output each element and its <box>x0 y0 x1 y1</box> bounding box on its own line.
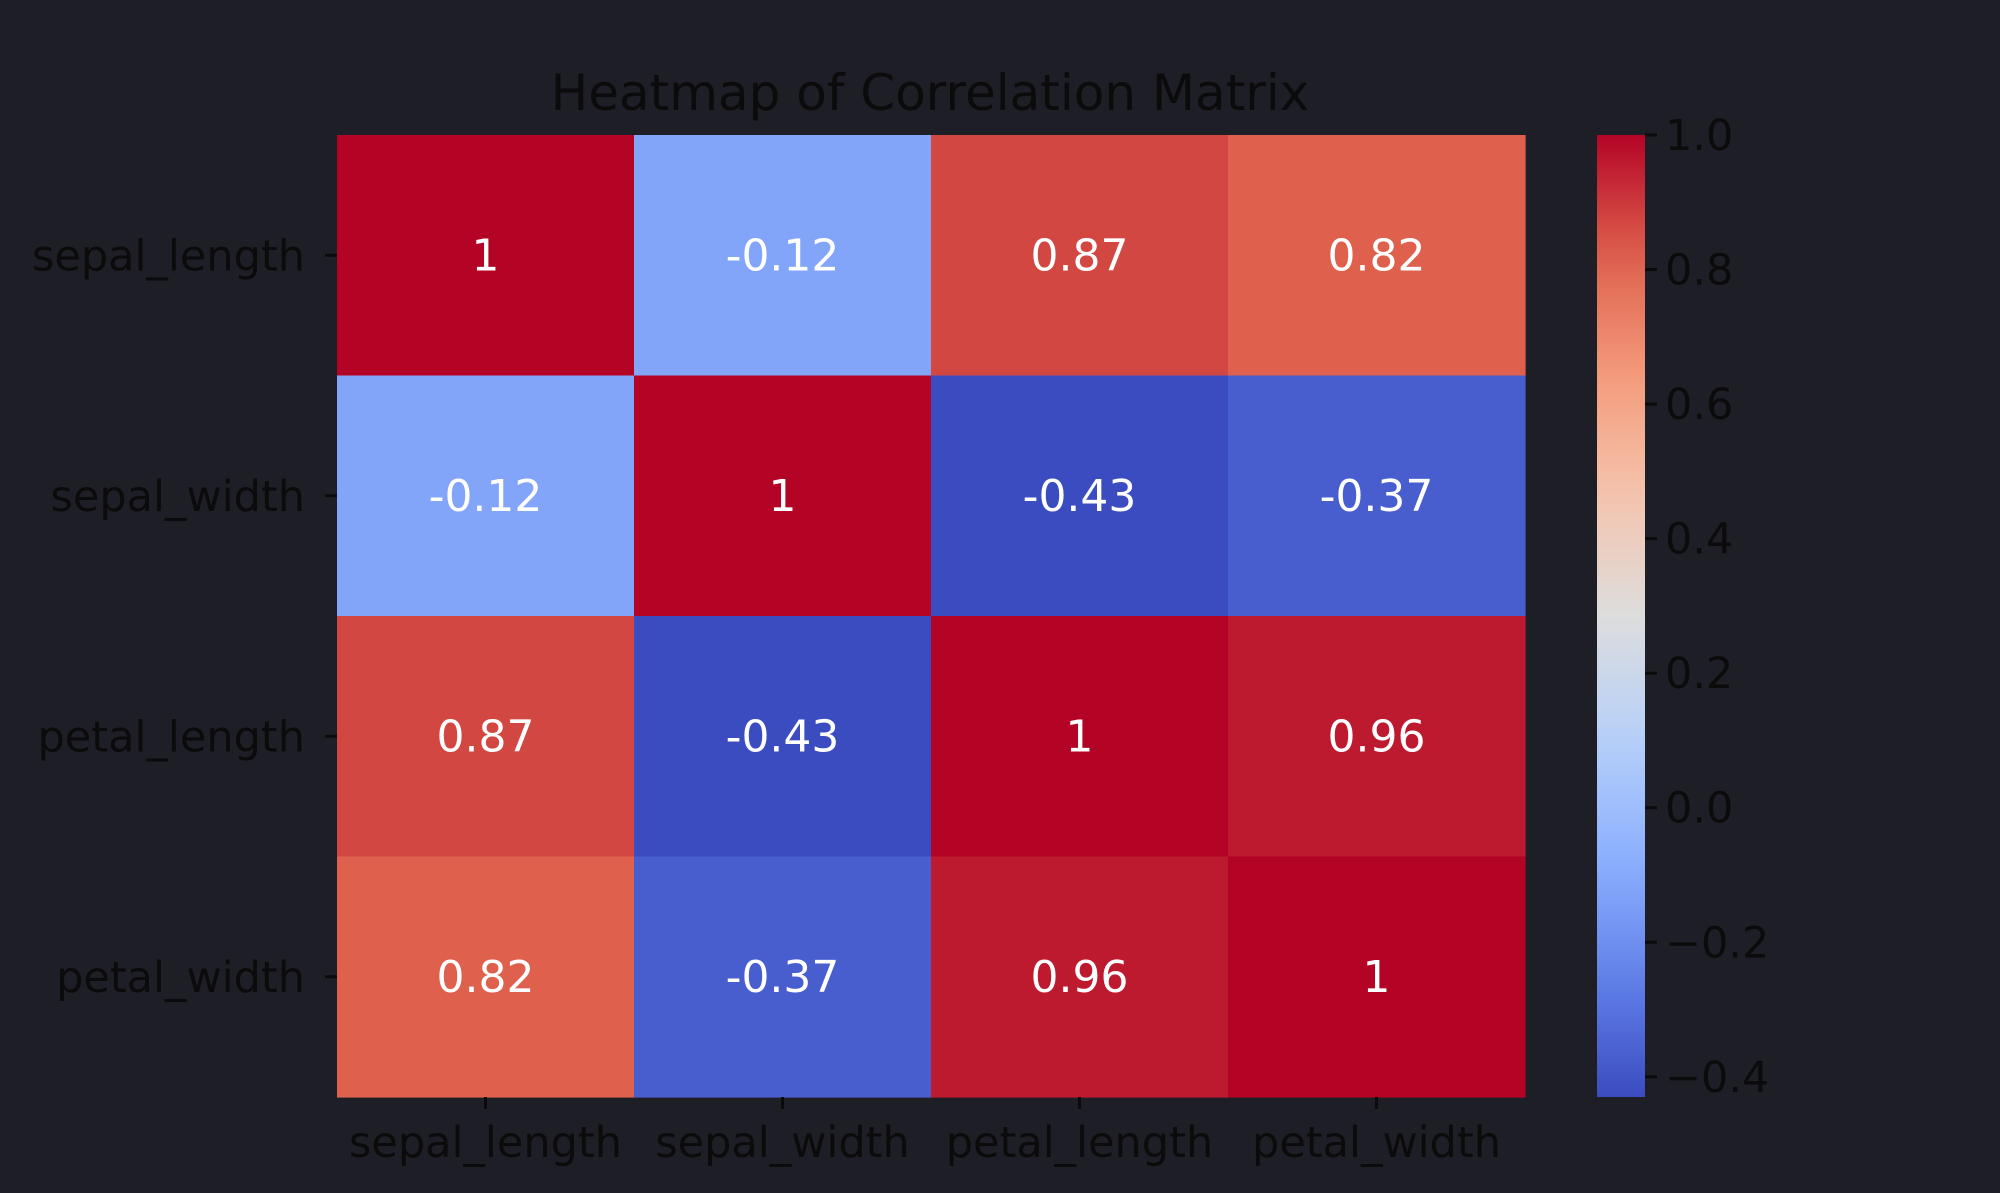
cell-annotation-1-1: 1 <box>769 471 797 522</box>
chart-title: Heatmap of Correlation Matrix <box>551 64 1310 122</box>
heatmap-cells <box>337 135 1526 1098</box>
cell-annotation-2-3: 0.96 <box>1328 711 1426 762</box>
heatmap-cell-2-2 <box>931 616 1229 858</box>
heatmap-cell-3-1 <box>634 856 932 1098</box>
colorbar-tick-label-5: 0.0 <box>1665 784 1733 834</box>
colorbar: 1.0 0.8 0.6 0.4 0.2 0.0 −0.2 −0.4 <box>1597 111 1769 1103</box>
cell-annotation-3-0: 0.82 <box>437 952 535 1003</box>
cell-annotation-1-0: -0.12 <box>429 471 543 522</box>
cell-annotation-3-2: 0.96 <box>1031 952 1129 1003</box>
cell-annotation-1-3: -0.37 <box>1320 471 1434 522</box>
cell-annotation-2-2: 1 <box>1066 711 1094 762</box>
heatmap-cell-1-0 <box>337 375 635 617</box>
cell-annotation-3-3: 1 <box>1363 952 1391 1003</box>
heatmap-cell-1-3 <box>1228 375 1526 617</box>
heatmap-cell-0-2 <box>931 135 1229 377</box>
heatmap-cell-3-3 <box>1228 856 1526 1098</box>
cell-annotation-3-1: -0.37 <box>726 952 840 1003</box>
heatmap-cell-1-1 <box>634 375 932 617</box>
cell-annotation-0-3: 0.82 <box>1328 230 1426 281</box>
y-tick-label-0: sepal_length <box>32 231 305 281</box>
colorbar-tick-label-4: 0.2 <box>1665 649 1733 699</box>
cell-annotation-0-0: 1 <box>472 230 500 281</box>
colorbar-tick-label-2: 0.6 <box>1665 380 1733 430</box>
colorbar-tick-label-0: 1.0 <box>1665 111 1733 161</box>
heatmap-cell-0-3 <box>1228 135 1526 377</box>
cell-annotation-0-2: 0.87 <box>1031 230 1129 281</box>
x-tick-label-2: petal_length <box>946 1118 1213 1168</box>
x-tick-label-0: sepal_length <box>349 1118 622 1168</box>
colorbar-tick-label-3: 0.4 <box>1665 515 1733 565</box>
cell-annotation-1-2: -0.43 <box>1023 471 1137 522</box>
x-axis: sepal_length sepal_width petal_length petal… <box>349 1097 1501 1168</box>
heatmap-cell-0-1 <box>634 135 932 377</box>
heatmap-cell-3-0 <box>337 856 635 1098</box>
heatmap-cell-1-2 <box>931 375 1229 617</box>
y-axis: sepal_length sepal_width petal_lengthpetal… <box>32 231 337 1003</box>
colorbar-tick-label-6: −0.2 <box>1665 918 1769 968</box>
colorbar-tick-label-7: −0.4 <box>1665 1053 1769 1103</box>
y-tick-label-1: sepal_width <box>51 472 305 522</box>
heatmap-annotations: 1 -0.12 0.87 0.82 -0.12 1 -0.43 -0.37 0.87 -0.43 1… <box>429 230 1434 1003</box>
colorbar-tick-label-1: 0.8 <box>1665 246 1733 296</box>
cell-annotation-2-1: -0.43 <box>726 711 840 762</box>
y-tick-label-2: petal_length <box>38 712 305 762</box>
heatmap-cell-3-2 <box>931 856 1229 1098</box>
heatmap-cell-2-1 <box>634 616 932 858</box>
colorbar-gradient <box>1597 135 1645 1097</box>
x-tick-label-3: petal_width <box>1252 1118 1501 1168</box>
heatmap-cell-0-0 <box>337 135 635 377</box>
cell-annotation-2-0: 0.87 <box>437 711 535 762</box>
cell-annotation-0-1: -0.12 <box>726 230 840 281</box>
heatmap-cell-2-3 <box>1228 616 1526 858</box>
y-tick-label-3: petal_width <box>56 953 305 1003</box>
heatmap-cell-2-0 <box>337 616 635 858</box>
x-tick-label-1: sepal_width <box>655 1118 909 1168</box>
